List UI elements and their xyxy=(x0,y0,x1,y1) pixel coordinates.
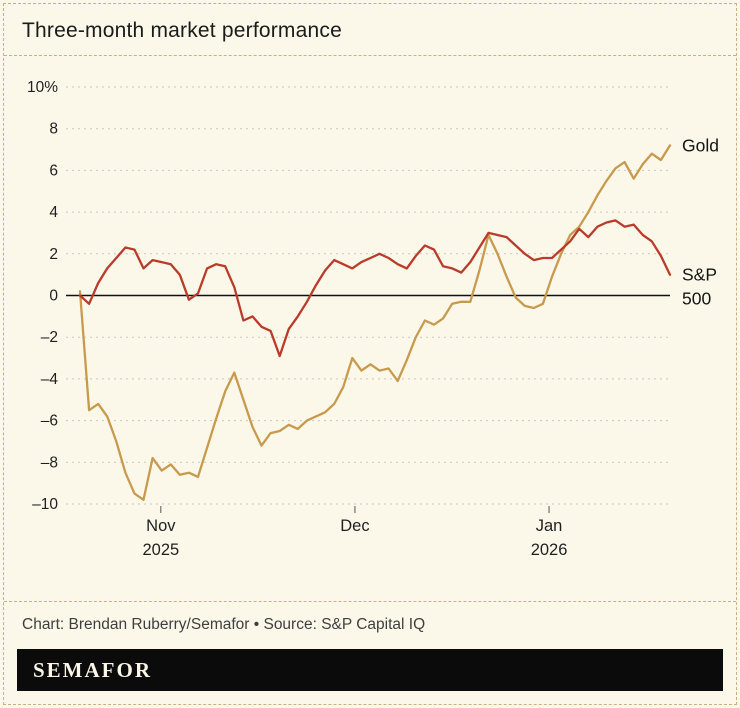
performance-line-chart: 10% 8 6 4 2 0 –2 –4 –6 –8 –10 Nov 2025 Dec Jan 2026 Gold… xyxy=(27,79,719,559)
s-p-500-end-label: S&P xyxy=(682,265,717,285)
y-tick-label: 6 xyxy=(49,162,58,179)
y-tick-label: 10% xyxy=(27,79,58,96)
gold-end-label: Gold xyxy=(682,135,719,155)
y-tick-label: –2 xyxy=(41,329,58,346)
x-tick-label: Nov xyxy=(146,517,176,535)
page-title: Three-month market performance xyxy=(22,19,342,42)
x-tick-label: Jan xyxy=(536,517,563,535)
y-tick-label: –8 xyxy=(41,454,58,471)
y-tick-label: –4 xyxy=(41,371,59,388)
y-tick-label: –6 xyxy=(41,413,58,430)
semafor-logo-bar: SEMAFOR xyxy=(17,649,723,691)
chart-header: Three-month market performance xyxy=(4,4,736,55)
y-tick-label: 8 xyxy=(49,121,58,138)
semafor-logo: SEMAFOR xyxy=(33,657,152,682)
chart-credit: Chart: Brendan Ruberry/Semafor • Source:… xyxy=(22,616,426,633)
chart-card: Three-month market performance 10% 8 6 4 2 0 –… xyxy=(3,3,737,705)
gold-line xyxy=(78,144,672,501)
x-tick-label: Dec xyxy=(340,517,369,535)
y-tick-label: –10 xyxy=(32,496,58,513)
y-tick-label: 0 xyxy=(49,288,58,305)
s-p-500-end-label: 500 xyxy=(682,289,711,309)
s-p-500-line xyxy=(78,219,672,358)
x-tick-sublabel: 2025 xyxy=(142,541,179,559)
y-tick-label: 2 xyxy=(49,246,58,263)
divider-top xyxy=(4,55,736,56)
divider-bottom xyxy=(4,601,736,602)
x-tick-sublabel: 2026 xyxy=(531,541,568,559)
chart-area: 10% 8 6 4 2 0 –2 –4 –6 –8 –10 Nov 2025 Dec Jan 2026 Gold… xyxy=(4,56,736,601)
y-tick-label: 4 xyxy=(49,204,58,221)
